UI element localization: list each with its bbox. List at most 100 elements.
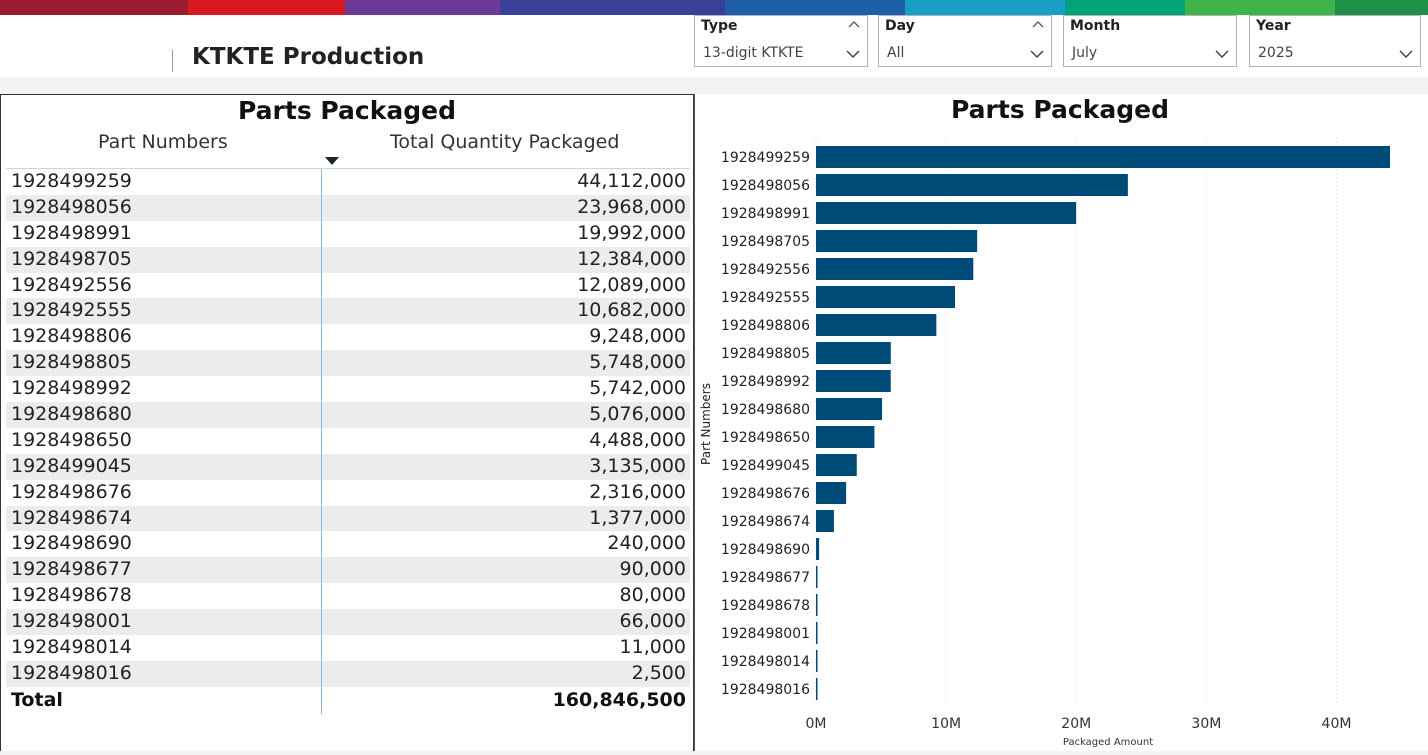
chevron-down-icon[interactable] <box>1398 48 1414 60</box>
part-number-cell: 1928498992 <box>11 377 132 400</box>
brand-color-segment <box>905 0 1065 15</box>
table-row[interactable]: 1928498678 80,000 <box>6 583 690 609</box>
column-header-total-quantity[interactable]: Total Quantity Packaged <box>390 131 620 153</box>
table-row[interactable]: 1928498805 5,748,000 <box>6 350 690 377</box>
bar[interactable] <box>816 426 875 448</box>
table-row[interactable]: 1928498806 9,248,000 <box>6 324 690 350</box>
table-row[interactable]: 1928498991 19,992,000 <box>6 221 690 247</box>
quantity-cell: 23,968,000 <box>577 195 686 218</box>
x-tick-label: 40M <box>1322 716 1352 732</box>
slicer-type[interactable]: Type 13-digit KTKTE <box>694 15 868 67</box>
column-header-part-numbers[interactable]: Part Numbers <box>98 131 228 153</box>
bar[interactable] <box>816 594 818 616</box>
part-number-cell: 1928499259 <box>11 170 132 192</box>
table-row[interactable]: 1928498677 90,000 <box>6 557 690 584</box>
table-row[interactable]: 1928492556 12,089,000 <box>6 273 690 299</box>
bar[interactable] <box>816 538 820 560</box>
bar[interactable] <box>816 342 891 364</box>
quantity-cell: 3,135,000 <box>589 454 686 477</box>
collapse-chevron-icon[interactable] <box>847 20 861 30</box>
bar[interactable] <box>816 678 818 700</box>
y-tick-label: 1928492555 <box>721 290 810 306</box>
brand-color-segment <box>1185 0 1335 15</box>
quantity-cell: 2,500 <box>631 661 686 684</box>
bar[interactable] <box>816 370 891 392</box>
table-row[interactable]: 1928498016 2,500 <box>6 660 690 687</box>
report-title: KTKTE Production <box>192 44 425 70</box>
table-row[interactable]: 1928498674 1,377,000 <box>6 505 690 532</box>
y-tick-label: 1928498678 <box>721 598 810 614</box>
part-number-cell: 1928498680 <box>11 403 132 426</box>
brand-color-segment <box>0 0 188 15</box>
quantity-cell: 5,748,000 <box>589 351 686 374</box>
y-tick-label: 1928498001 <box>721 626 810 642</box>
part-number-cell: 1928498678 <box>11 584 132 607</box>
part-number-cell: 1928498677 <box>11 558 132 581</box>
x-tick-label: 30M <box>1191 716 1221 732</box>
bar[interactable] <box>816 314 937 336</box>
sort-descending-icon[interactable] <box>325 157 339 165</box>
slicer-day[interactable]: Day All <box>878 15 1052 67</box>
bar[interactable] <box>816 566 818 588</box>
bar[interactable] <box>816 622 818 644</box>
y-tick-label: 1928498680 <box>721 402 810 418</box>
bar[interactable] <box>816 258 974 280</box>
brand-color-segment <box>1335 0 1428 15</box>
chevron-down-icon[interactable] <box>845 48 861 60</box>
y-tick-label: 1928498992 <box>721 374 810 390</box>
parts-bar-chart-visual[interactable]: Parts Packaged Part Numbers Packaged Amo… <box>694 94 1428 751</box>
part-number-cell: 1928499045 <box>11 454 132 477</box>
part-number-cell: 1928498014 <box>11 636 132 659</box>
bar[interactable] <box>816 202 1077 224</box>
slicer-month[interactable]: Month July <box>1063 15 1237 67</box>
collapse-chevron-icon[interactable] <box>1031 20 1045 30</box>
bar-chart: Parts Packaged Part Numbers Packaged Amo… <box>699 95 1390 748</box>
table-row[interactable]: 1928498680 5,076,000 <box>6 402 690 428</box>
bar[interactable] <box>816 230 978 252</box>
table-row[interactable]: 1928498705 12,384,000 <box>6 246 690 273</box>
quantity-cell: 10,682,000 <box>577 299 686 322</box>
slicer-year-value[interactable]: 2025 <box>1258 45 1294 61</box>
y-tick-label: 1928498674 <box>721 514 810 530</box>
bar[interactable] <box>816 454 857 476</box>
bar[interactable] <box>816 650 818 672</box>
bar[interactable] <box>816 482 847 504</box>
x-tick-label: 10M <box>931 716 961 732</box>
table-row[interactable]: 1928498014 11,000 <box>6 635 690 661</box>
table-row[interactable]: 1928498992 5,742,000 <box>6 376 690 402</box>
table-total-row: Total 160,846,500 <box>6 687 690 713</box>
chevron-down-icon[interactable] <box>1029 48 1045 60</box>
slicer-day-value[interactable]: All <box>887 45 905 61</box>
brand-color-segment <box>188 0 345 15</box>
table-row[interactable]: 1928499259 44,112,000 <box>6 169 690 195</box>
slicer-type-value[interactable]: 13-digit KTKTE <box>703 45 804 61</box>
bar[interactable] <box>816 286 955 308</box>
parts-table-visual[interactable]: Parts Packaged Part Numbers Total Quanti… <box>0 94 694 751</box>
brand-color-segment <box>1065 0 1185 15</box>
y-tick-label: 1928498690 <box>721 542 810 558</box>
table-row[interactable]: 1928492555 10,682,000 <box>6 298 690 325</box>
y-tick-label: 1928498705 <box>721 234 810 250</box>
table-row[interactable]: 1928498650 4,488,000 <box>6 428 690 454</box>
y-tick-label: 1928498016 <box>721 682 810 698</box>
slicer-year[interactable]: Year 2025 <box>1249 15 1421 67</box>
table-body: 1928499259 44,112,000 1928498056 23,968,000… <box>6 169 690 687</box>
table-row[interactable]: 1928498690 240,000 <box>6 531 690 557</box>
chevron-down-icon[interactable] <box>1214 48 1230 60</box>
bar[interactable] <box>816 398 883 420</box>
part-number-cell: 1928498705 <box>11 247 132 270</box>
x-tick-label: 0M <box>806 716 827 732</box>
table-row[interactable]: 1928498676 2,316,000 <box>6 480 690 506</box>
slicer-month-value[interactable]: July <box>1072 45 1098 61</box>
bar[interactable] <box>816 510 834 532</box>
bar[interactable] <box>816 146 1390 168</box>
x-tick-label: 20M <box>1061 716 1091 732</box>
bar[interactable] <box>816 174 1128 196</box>
y-tick-label: 1928498650 <box>721 430 810 446</box>
part-number-cell: 1928498650 <box>11 428 132 451</box>
table-row[interactable]: 1928498001 66,000 <box>6 609 690 636</box>
table-row[interactable]: 1928498056 23,968,000 <box>6 194 690 221</box>
quantity-cell: 2,316,000 <box>589 480 686 503</box>
table-row[interactable]: 1928499045 3,135,000 <box>6 453 690 480</box>
part-number-cell: 1928498676 <box>11 480 132 503</box>
